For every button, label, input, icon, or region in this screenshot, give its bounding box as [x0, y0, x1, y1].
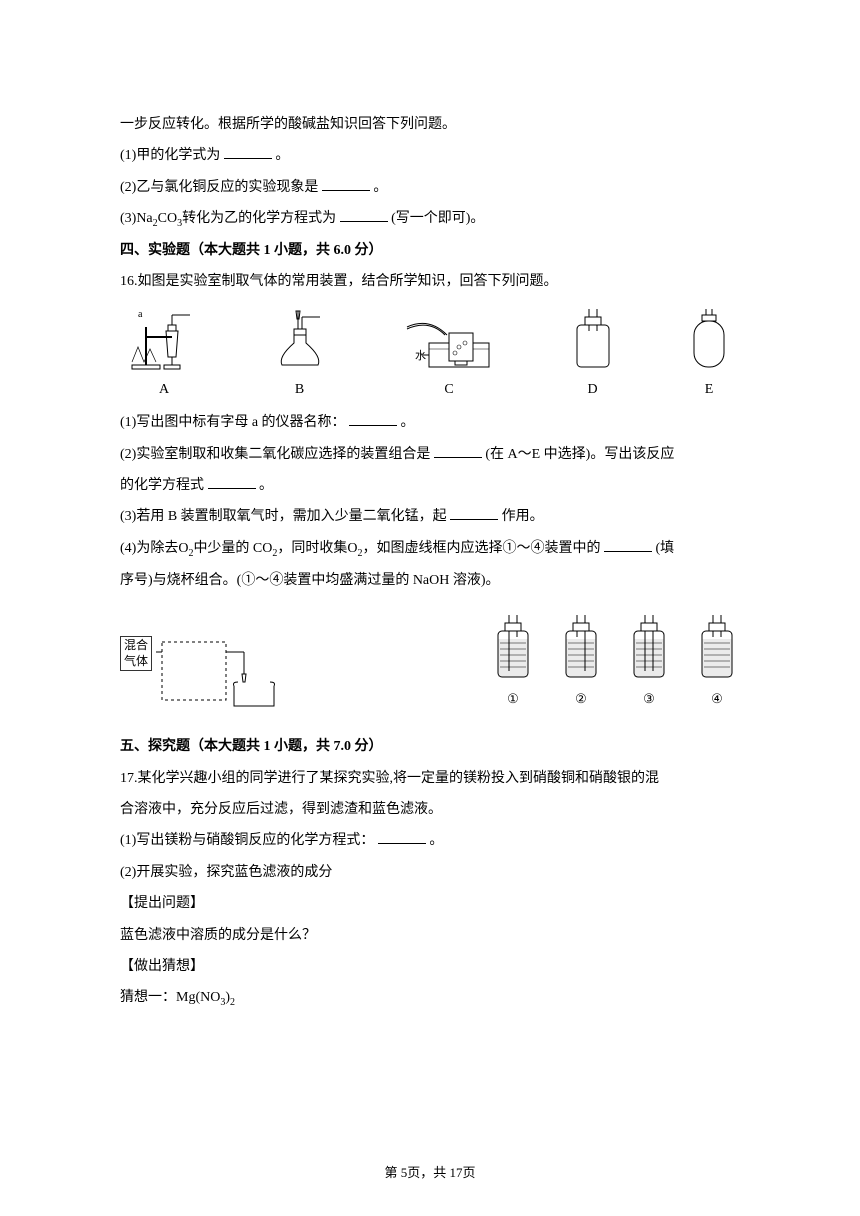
- q17-text: 某化学兴趣小组的同学进行了某探究实验,将一定量的镁粉投入到硝酸铜和硝酸银的混: [138, 771, 660, 786]
- q17-1-text: (1)写出镁粉与硝酸铜反应的化学方程式：: [120, 833, 378, 848]
- bottle-3-label: ③: [643, 685, 655, 712]
- q16-4a-text: (4)为除去O: [120, 541, 188, 556]
- q15-3c: 转化为乙的化学方程式为: [182, 211, 340, 226]
- q16-2a-text: (2)实验室制取和收集二氧化碳应选择的装置组合是: [120, 447, 434, 462]
- blank: [378, 830, 426, 844]
- q16-4e-text: (填: [652, 541, 674, 556]
- q16-3b-text: 作用。: [498, 509, 544, 524]
- q15-1-end: 。: [272, 148, 290, 163]
- dashed-box-svg: [156, 636, 286, 712]
- q15-part1: (1)甲的化学式为 。: [120, 141, 740, 170]
- q16-4b-text: 中少量的 CO: [193, 541, 272, 556]
- q16-2-end: 。: [256, 478, 274, 493]
- label-d: D: [587, 375, 597, 404]
- blank: [224, 145, 272, 159]
- q16-3a-text: (3)若用 B 装置制取氧气时，需加入少量二氧化锰，起: [120, 509, 450, 524]
- bottle-4: ④: [694, 613, 740, 712]
- label-e: E: [705, 375, 714, 404]
- bottle-3-svg: [626, 613, 672, 683]
- bottle-2-svg: [558, 613, 604, 683]
- bottle-4-svg: [694, 613, 740, 683]
- q17-stem: 17. 某化学兴趣小组的同学进行了某探究实验,将一定量的镁粉投入到硝酸铜和硝酸银…: [120, 764, 740, 793]
- apparatus-a: a A: [128, 307, 200, 404]
- label-a: A: [159, 375, 169, 404]
- label-c: C: [444, 375, 453, 404]
- blank: [208, 475, 256, 489]
- hypothesis-question: 【提出问题】: [120, 889, 740, 918]
- gas-label: 混合 气体: [120, 636, 152, 671]
- q16-2a: (2)实验室制取和收集二氧化碳应选择的装置组合是 (在 A～E 中选择)。写出该…: [120, 440, 740, 469]
- q15-3b: CO: [158, 211, 177, 226]
- apparatus-e-svg: [686, 307, 732, 373]
- apparatus-b: B: [268, 307, 332, 404]
- bottle-3: ③: [626, 613, 672, 712]
- q16-2b-text: (在 A～E 中选择)。写出该反应: [482, 447, 675, 462]
- apparatus-d-svg: [567, 307, 619, 373]
- bottle-2-label: ②: [575, 685, 587, 712]
- bottles-row: 混合 气体 ①: [120, 613, 740, 712]
- make-guess: 【做出猜想】: [120, 952, 740, 981]
- guess-1a: 猜想一：Mg(NO: [120, 990, 220, 1005]
- apparatus-figures: a A B 水 C: [120, 307, 740, 404]
- q16-4d-text: ，如图虚线框内应选择①～④装置中的: [363, 541, 605, 556]
- label-b: B: [295, 375, 304, 404]
- bottle-1: ①: [490, 613, 536, 712]
- q16-4f: 序号)与烧杯组合。(①～④装置中均盛满过量的 NaOH 溶液)。: [120, 566, 740, 595]
- apparatus-b-svg: [268, 307, 332, 373]
- q15-3a: (3)Na: [120, 211, 153, 226]
- q16-1: (1)写出图中标有字母 a 的仪器名称： 。: [120, 408, 740, 437]
- hypothesis-question-text: 蓝色滤液中溶质的成分是什么？: [120, 921, 740, 950]
- q16-2c-text: 的化学方程式: [120, 478, 208, 493]
- guess-1: 猜想一：Mg(NO3)2: [120, 983, 740, 1013]
- q16-number: 16.: [120, 267, 138, 296]
- q16-1-text: (1)写出图中标有字母 a 的仪器名称：: [120, 415, 349, 430]
- apparatus-c: 水 C: [399, 307, 499, 404]
- intro-text: 一步反应转化。根据所学的酸碱盐知识回答下列问题。: [120, 110, 740, 139]
- q15-2-text: (2)乙与氯化铜反应的实验现象是: [120, 180, 322, 195]
- q15-1-text: (1)甲的化学式为: [120, 148, 224, 163]
- q15-part2: (2)乙与氯化铜反应的实验现象是 。: [120, 173, 740, 202]
- q16-4c-text: ，同时收集O: [277, 541, 357, 556]
- q16-text: 如图是实验室制取气体的常用装置，结合所学知识，回答下列问题。: [138, 274, 558, 289]
- q15-part3: (3)Na2CO3转化为乙的化学方程式为 (写一个即可)。: [120, 204, 740, 234]
- apparatus-a-svg: a: [128, 307, 200, 373]
- bottle-1-label: ①: [507, 685, 519, 712]
- bottle-4-label: ④: [711, 685, 723, 712]
- q15-3-end: (写一个即可)。: [388, 211, 485, 226]
- blank: [434, 444, 482, 458]
- section-4-title: 四、实验题（本大题共 1 小题，共 6.0 分）: [120, 236, 740, 265]
- bottle-2: ②: [558, 613, 604, 712]
- blank: [322, 177, 370, 191]
- blank: [349, 412, 397, 426]
- svg-text:a: a: [138, 309, 143, 320]
- page-footer: 第 5页，共 17页: [0, 1159, 860, 1186]
- q17-1: (1)写出镁粉与硝酸铜反应的化学方程式： 。: [120, 826, 740, 855]
- q16-2c: 的化学方程式 。: [120, 471, 740, 500]
- blank: [340, 208, 388, 222]
- q17-number: 17.: [120, 764, 138, 793]
- q16-stem: 16. 如图是实验室制取气体的常用装置，结合所学知识，回答下列问题。: [120, 267, 740, 296]
- apparatus-d: D: [567, 307, 619, 404]
- section-5-title: 五、探究题（本大题共 1 小题，共 7.0 分）: [120, 732, 740, 761]
- q16-1-end: 。: [397, 415, 415, 430]
- apparatus-c-svg: 水: [399, 307, 499, 373]
- q15-2-end: 。: [370, 180, 388, 195]
- q16-4a: (4)为除去O2中少量的 CO2，同时收集O2，如图虚线框内应选择①～④装置中的…: [120, 534, 740, 564]
- apparatus-e: E: [686, 307, 732, 404]
- q17-1-end: 。: [426, 833, 444, 848]
- blank: [450, 506, 498, 520]
- q17-2: (2)开展实验，探究蓝色滤液的成分: [120, 858, 740, 887]
- q16-3: (3)若用 B 装置制取氧气时，需加入少量二氧化锰，起 作用。: [120, 502, 740, 531]
- blank: [604, 538, 652, 552]
- q17-stem2: 合溶液中，充分反应后过滤，得到滤渣和蓝色滤液。: [120, 795, 740, 824]
- bottle-1-svg: [490, 613, 536, 683]
